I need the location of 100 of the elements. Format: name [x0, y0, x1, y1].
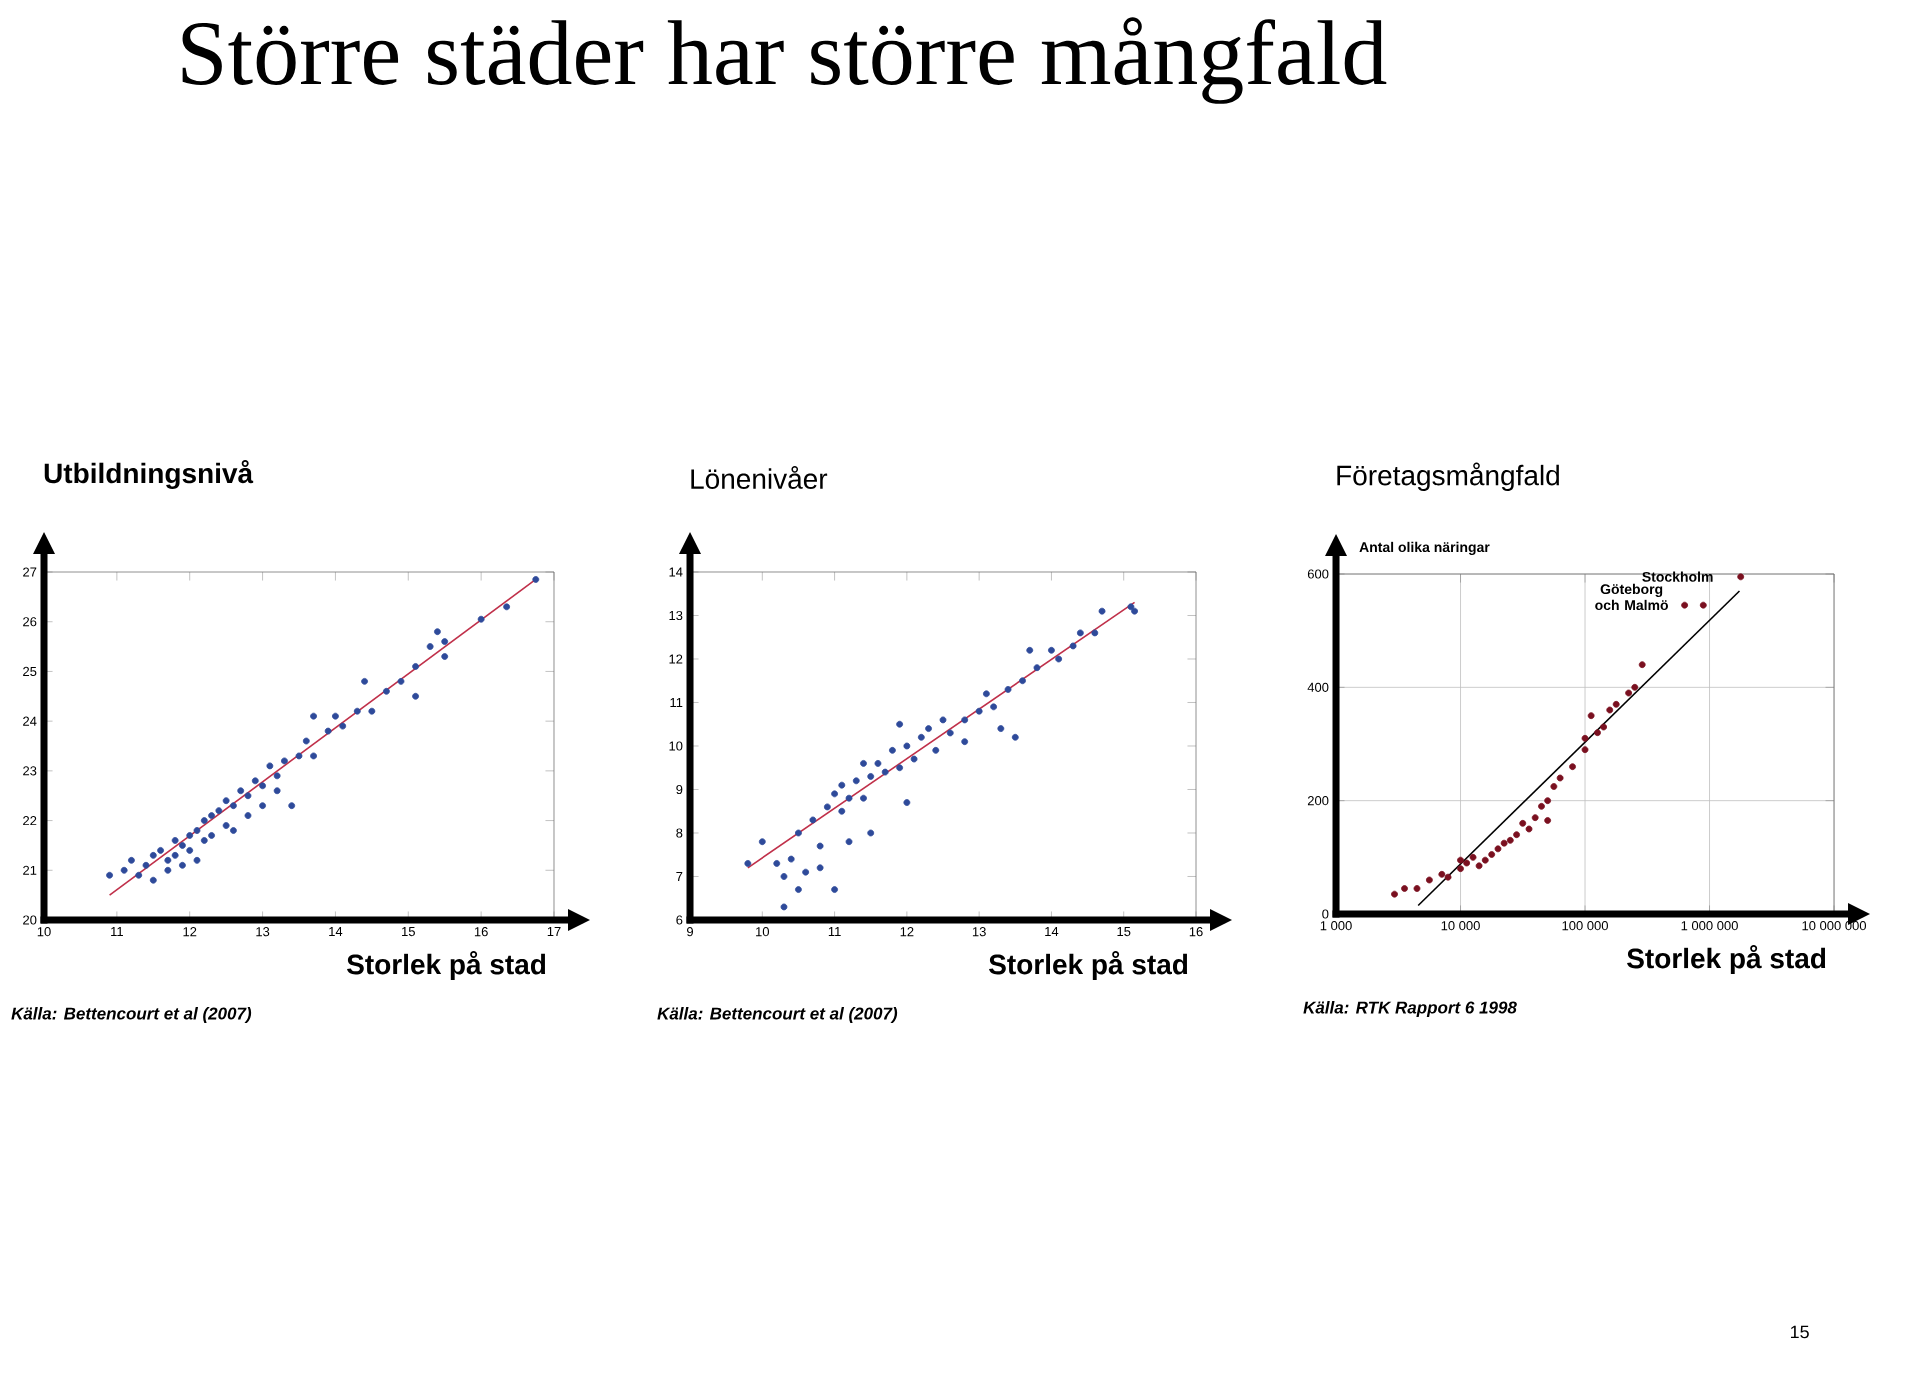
point [1457, 856, 1464, 864]
point [1076, 629, 1084, 637]
point [259, 802, 266, 810]
point [867, 773, 875, 780]
point [412, 692, 419, 700]
point [200, 837, 208, 844]
point [816, 842, 824, 850]
text: Källa: RTK Rapport 6 1998 [1303, 1001, 1517, 1017]
point [780, 873, 788, 880]
point [1612, 700, 1620, 708]
x-axis-title: Storlek på stad [989, 951, 1188, 980]
x-axis-title: Storlek på stad [1627, 945, 1826, 974]
point [171, 837, 179, 844]
point [295, 752, 303, 760]
point [795, 829, 802, 837]
point [310, 712, 317, 720]
point [412, 663, 419, 670]
point [477, 615, 485, 623]
point [244, 792, 252, 800]
point [302, 737, 310, 745]
point [310, 752, 317, 760]
point [744, 860, 752, 867]
point [179, 842, 186, 849]
point [135, 871, 143, 879]
point [860, 794, 867, 802]
point [149, 876, 157, 884]
point [532, 576, 540, 583]
point [1444, 873, 1452, 881]
point [867, 829, 875, 837]
point [925, 725, 932, 732]
text: 15 [1790, 1325, 1809, 1339]
point [1500, 839, 1508, 847]
point [397, 677, 405, 685]
chart-title: Utbildningsnivå [44, 459, 254, 489]
point [361, 677, 368, 685]
point [881, 768, 889, 776]
point [1531, 814, 1539, 822]
chart-title: Lönenivåer [691, 466, 828, 489]
point [860, 760, 867, 767]
point [845, 794, 853, 802]
point [975, 707, 983, 715]
point [903, 742, 911, 750]
point [802, 868, 810, 876]
point [106, 871, 113, 879]
point [1600, 723, 1607, 731]
point [1131, 607, 1138, 615]
point [1026, 646, 1034, 654]
point [128, 856, 135, 864]
point [157, 847, 164, 854]
point [368, 707, 376, 715]
point [1004, 686, 1012, 693]
point [186, 832, 194, 839]
point [1069, 642, 1077, 650]
point [324, 727, 332, 735]
point [1091, 629, 1099, 637]
point [831, 790, 838, 798]
point [142, 861, 150, 869]
point [809, 816, 817, 824]
point [1581, 734, 1589, 742]
point [244, 812, 252, 819]
point [193, 827, 201, 834]
point [1488, 851, 1496, 858]
point [273, 772, 281, 780]
point [1525, 825, 1533, 833]
point [787, 855, 795, 863]
point [164, 866, 172, 874]
point [874, 760, 882, 767]
point [1544, 797, 1552, 805]
point [230, 827, 237, 834]
point [186, 847, 194, 854]
point [120, 866, 128, 874]
point [1513, 831, 1520, 839]
point [208, 832, 215, 839]
point [426, 643, 434, 650]
point [441, 638, 449, 645]
point [795, 886, 802, 893]
point [961, 716, 969, 724]
chart-title: Företagsmångfald [1337, 462, 1559, 491]
point [845, 838, 853, 846]
point [903, 799, 911, 806]
point [917, 733, 925, 741]
point [332, 712, 339, 720]
point [773, 860, 781, 867]
point [990, 703, 998, 711]
point [1538, 802, 1545, 810]
point [164, 856, 172, 864]
point [780, 903, 788, 911]
point [1033, 664, 1041, 672]
point [251, 777, 259, 785]
point [852, 777, 860, 785]
point [889, 746, 896, 754]
point [149, 851, 157, 859]
point [281, 757, 288, 765]
point [434, 628, 441, 636]
x-axis-title: Storlek på stad [347, 951, 546, 980]
point [1127, 603, 1135, 611]
point [1481, 856, 1489, 864]
point [259, 782, 266, 790]
point [383, 687, 390, 695]
point [961, 738, 969, 746]
